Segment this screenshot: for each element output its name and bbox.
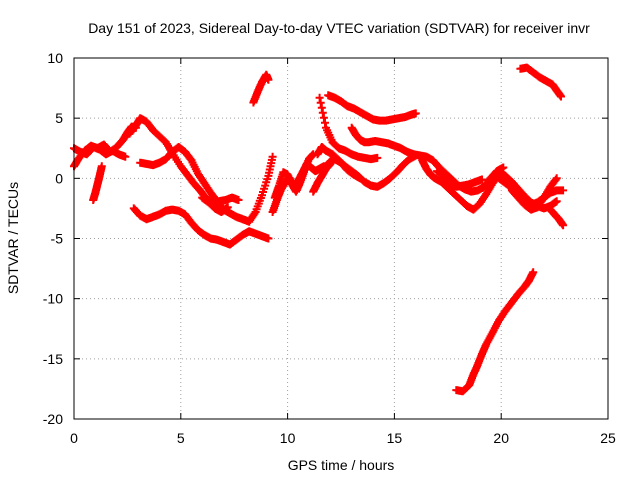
y-tick-label: -5 <box>51 231 64 247</box>
x-tick-label: 10 <box>280 430 296 446</box>
y-tick-label: 0 <box>55 170 63 186</box>
y-tick-label: -10 <box>43 291 63 307</box>
data-point-markers <box>129 204 273 249</box>
series-arc-6 <box>198 193 232 216</box>
data-point-markers <box>347 123 508 196</box>
series-arc-14 <box>309 159 335 196</box>
series-arc-12 <box>315 93 382 164</box>
data-point-markers <box>309 159 335 196</box>
data-point-markers <box>433 167 486 191</box>
y-tick-label: 10 <box>47 50 63 66</box>
y-axis-label: SDTVAR / TECUs <box>5 182 21 294</box>
series-arc-5 <box>136 143 277 226</box>
data-point-markers <box>452 268 538 396</box>
data-point-markers <box>324 91 420 125</box>
series-arc-8 <box>249 70 273 107</box>
data-point-markers <box>136 143 277 226</box>
data-point-markers <box>198 193 232 216</box>
series-arc-10 <box>270 150 318 202</box>
series-arc-18 <box>433 167 486 191</box>
series-arc-3 <box>89 162 106 204</box>
x-tick-label: 20 <box>493 430 509 446</box>
series-arc-16 <box>347 123 508 196</box>
series-arc-23 <box>516 63 565 101</box>
series-arc-21 <box>507 174 561 214</box>
x-tick-label: 15 <box>387 430 403 446</box>
ticks: 0 5 10 15 20 25 -20 -15 -10 -5 0 5 10 <box>43 50 616 446</box>
series-arc-24 <box>452 268 538 396</box>
series-arc-22 <box>546 205 568 230</box>
y-tick-label: -20 <box>43 411 63 427</box>
chart-title: Day 151 of 2023, Sidereal Day-to-day VTE… <box>88 20 590 36</box>
data-point-markers <box>270 150 318 202</box>
series-arc-7 <box>129 204 273 249</box>
y-tick-label: -15 <box>43 351 63 367</box>
data-point-markers <box>546 205 568 230</box>
data-point-markers <box>249 70 273 107</box>
x-tick-label: 0 <box>70 430 78 446</box>
x-tick-label: 5 <box>177 430 185 446</box>
x-axis-label: GPS time / hours <box>288 457 395 473</box>
data-point-markers <box>315 93 382 164</box>
x-tick-label: 25 <box>600 430 616 446</box>
data-point-markers <box>89 162 106 204</box>
series-arc-15 <box>324 91 420 125</box>
data-point-markers <box>507 174 561 214</box>
data-points <box>70 63 568 396</box>
y-tick-label: 5 <box>55 110 63 126</box>
data-point-markers <box>516 63 565 101</box>
